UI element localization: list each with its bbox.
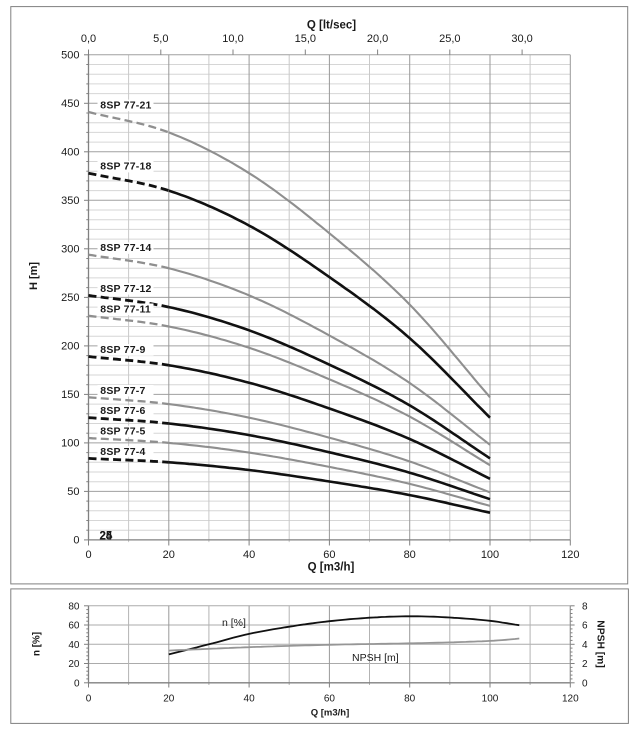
svg-text:8SP 77-12: 8SP 77-12	[100, 283, 151, 295]
svg-text:100: 100	[482, 694, 499, 705]
svg-text:40: 40	[244, 694, 256, 705]
svg-text:8SP 77-9: 8SP 77-9	[100, 344, 145, 356]
svg-text:0: 0	[85, 549, 91, 561]
svg-text:8SP 77-14: 8SP 77-14	[100, 242, 151, 254]
svg-text:8SP 77-18: 8SP 77-18	[100, 161, 151, 173]
svg-text:100: 100	[481, 549, 499, 561]
svg-text:H [m]: H [m]	[28, 262, 40, 290]
svg-text:8SP 77-6: 8SP 77-6	[100, 405, 145, 417]
svg-text:24: 24	[100, 530, 113, 542]
svg-text:60: 60	[323, 549, 335, 561]
svg-text:n [%]: n [%]	[222, 617, 246, 629]
svg-text:80: 80	[404, 694, 416, 705]
svg-text:NPSH [m]: NPSH [m]	[352, 652, 399, 664]
svg-text:300: 300	[61, 244, 79, 256]
svg-text:40: 40	[243, 549, 255, 561]
svg-text:150: 150	[61, 389, 79, 401]
svg-text:20,0: 20,0	[367, 33, 388, 45]
svg-text:0,0: 0,0	[81, 33, 96, 45]
svg-text:60: 60	[324, 694, 336, 705]
svg-text:0: 0	[73, 535, 79, 547]
svg-text:200: 200	[61, 341, 79, 353]
svg-text:4: 4	[582, 640, 588, 651]
svg-text:0: 0	[86, 694, 92, 705]
svg-text:120: 120	[562, 694, 579, 705]
svg-text:60: 60	[68, 621, 80, 632]
svg-text:8SP 77-5: 8SP 77-5	[100, 426, 145, 438]
svg-text:Q [m3/h]: Q [m3/h]	[308, 562, 355, 574]
svg-text:50: 50	[67, 486, 79, 498]
svg-text:80: 80	[68, 601, 80, 612]
svg-text:8SP 77-11: 8SP 77-11	[100, 303, 151, 315]
svg-text:0: 0	[582, 678, 588, 689]
svg-text:8SP 77-21: 8SP 77-21	[100, 100, 151, 112]
svg-text:20: 20	[163, 549, 175, 561]
svg-text:10,0: 10,0	[222, 33, 243, 45]
svg-text:Q [lt/sec]: Q [lt/sec]	[307, 20, 356, 32]
svg-text:5,0: 5,0	[153, 33, 168, 45]
svg-text:8SP 77-4: 8SP 77-4	[100, 446, 145, 458]
svg-text:n [%]: n [%]	[32, 632, 43, 656]
svg-text:250: 250	[61, 292, 79, 304]
svg-text:8: 8	[582, 601, 588, 612]
svg-text:20: 20	[163, 694, 175, 705]
svg-text:25,0: 25,0	[439, 33, 460, 45]
svg-text:30,0: 30,0	[511, 33, 532, 45]
svg-text:8SP 77-7: 8SP 77-7	[100, 385, 145, 397]
svg-text:500: 500	[61, 50, 79, 62]
svg-text:80: 80	[404, 549, 416, 561]
svg-text:25: 25	[100, 530, 113, 542]
svg-text:100: 100	[61, 438, 79, 450]
svg-text:15,0: 15,0	[295, 33, 316, 45]
svg-text:0: 0	[74, 678, 80, 689]
svg-text:NPSH [m]: NPSH [m]	[595, 620, 606, 667]
svg-text:120: 120	[561, 549, 579, 561]
svg-text:40: 40	[68, 640, 80, 651]
svg-text:2: 2	[582, 659, 588, 670]
svg-text:400: 400	[61, 147, 79, 159]
svg-text:6: 6	[582, 621, 588, 632]
svg-text:450: 450	[61, 98, 79, 110]
svg-text:20: 20	[68, 659, 80, 670]
svg-text:350: 350	[61, 195, 79, 207]
svg-text:Q [m3/h]: Q [m3/h]	[311, 708, 350, 719]
